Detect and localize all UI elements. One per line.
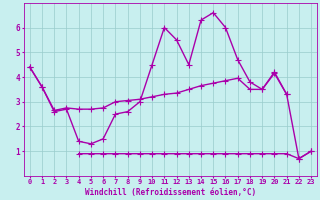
X-axis label: Windchill (Refroidissement éolien,°C): Windchill (Refroidissement éolien,°C)	[85, 188, 256, 197]
